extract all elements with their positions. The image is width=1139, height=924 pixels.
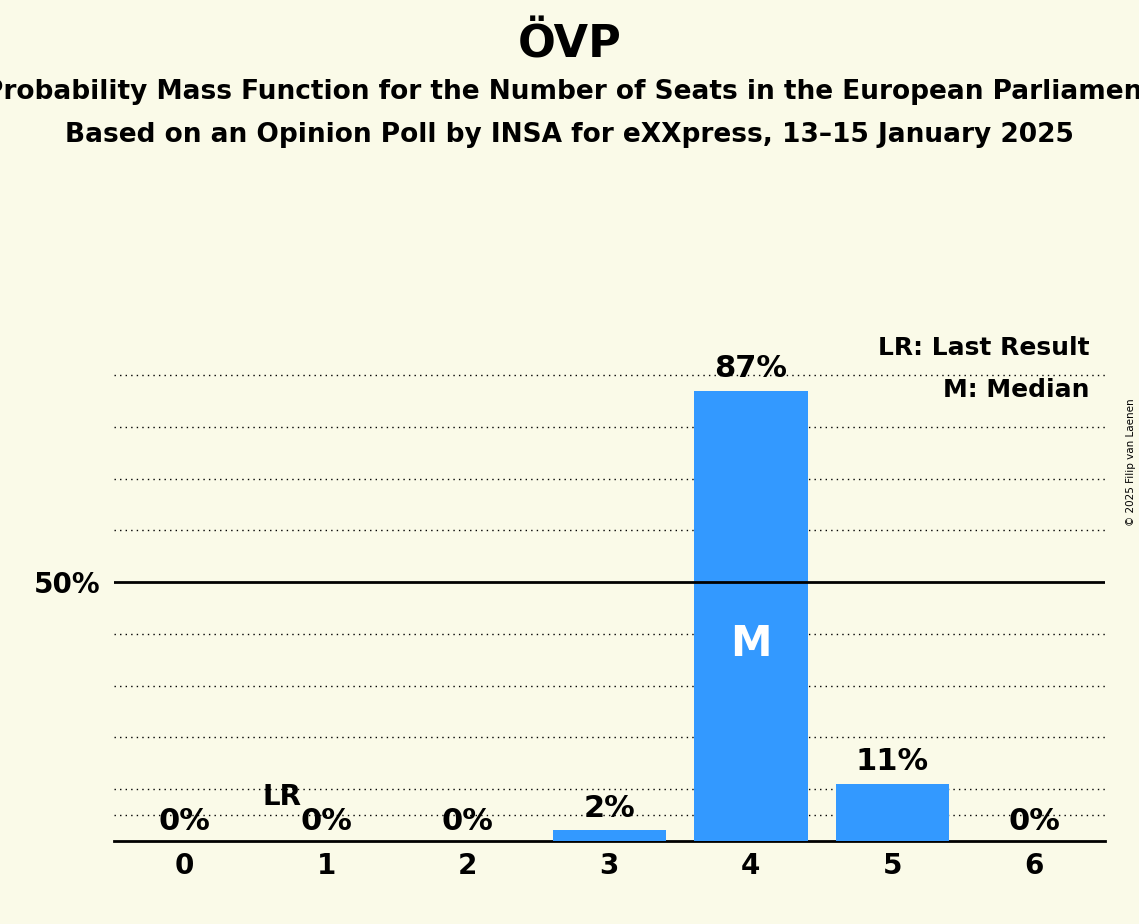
Text: Probability Mass Function for the Number of Seats in the European Parliament: Probability Mass Function for the Number… bbox=[0, 79, 1139, 104]
Text: 87%: 87% bbox=[714, 354, 787, 383]
Text: LR: LR bbox=[262, 783, 302, 811]
Text: M: M bbox=[730, 623, 772, 665]
Text: 11%: 11% bbox=[855, 748, 929, 776]
Text: Based on an Opinion Poll by INSA for eXXpress, 13–15 January 2025: Based on an Opinion Poll by INSA for eXX… bbox=[65, 122, 1074, 148]
Text: 0%: 0% bbox=[301, 807, 352, 835]
Bar bbox=[836, 784, 949, 841]
Text: 0%: 0% bbox=[442, 807, 493, 835]
Text: ÖVP: ÖVP bbox=[517, 23, 622, 67]
Bar bbox=[552, 831, 666, 841]
Text: © 2025 Filip van Laenen: © 2025 Filip van Laenen bbox=[1126, 398, 1136, 526]
Bar bbox=[695, 391, 808, 841]
Text: 0%: 0% bbox=[1008, 807, 1060, 835]
Text: LR: Last Result: LR: Last Result bbox=[878, 336, 1090, 360]
Text: 2%: 2% bbox=[583, 794, 636, 822]
Text: M: Median: M: Median bbox=[943, 378, 1090, 402]
Text: 0%: 0% bbox=[158, 807, 211, 835]
